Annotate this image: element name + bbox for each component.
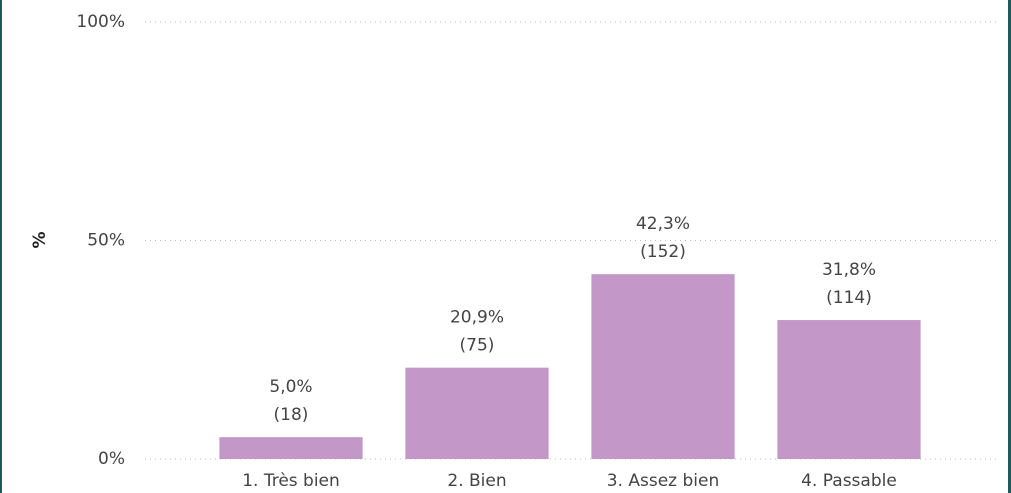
value-label: 31,8% <box>822 260 876 280</box>
y-tick-label: 50% <box>87 231 125 251</box>
count-label: (114) <box>826 288 872 308</box>
bar <box>777 320 921 459</box>
count-label: (18) <box>274 405 309 425</box>
y-tick-label: 0% <box>98 449 125 469</box>
frame-right <box>1008 0 1011 493</box>
x-tick-label: 2. Bien <box>447 471 506 491</box>
x-tick-label: 3. Assez bien <box>607 471 720 491</box>
value-label: 5,0% <box>269 377 312 397</box>
x-tick-label: 4. Passable <box>801 471 897 491</box>
y-tick-label: 100% <box>76 12 125 32</box>
count-label: (75) <box>460 336 495 356</box>
frame-left <box>0 0 2 493</box>
y-axis-label: % <box>30 231 50 248</box>
bar <box>405 367 549 459</box>
value-label: 42,3% <box>636 214 690 234</box>
bar <box>219 437 363 459</box>
count-label: (152) <box>640 242 686 262</box>
value-label: 20,9% <box>450 308 504 328</box>
bar <box>591 274 735 459</box>
x-tick-label: 1. Très bien <box>242 471 340 491</box>
